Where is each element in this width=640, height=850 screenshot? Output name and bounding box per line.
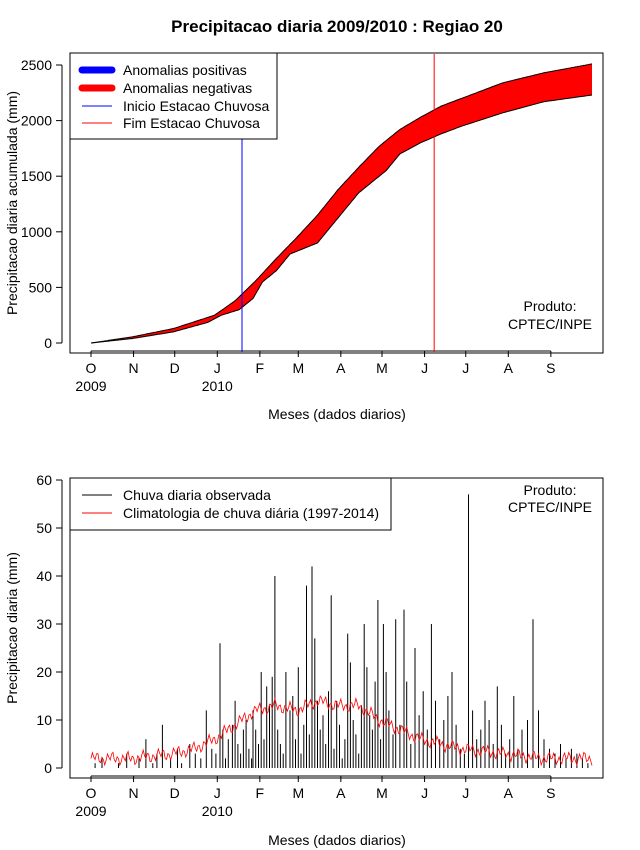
top-y-tick-label: 500 <box>29 279 53 295</box>
climatology-cumulative-line <box>90 63 593 344</box>
bottom-year-label: 2010 <box>202 803 233 819</box>
legend-label-fim-estacao: Fim Estacao Chuvosa <box>123 115 260 131</box>
top-plot: 0 500 1000 1500 2000 2500 O N D J F M A M J J A S 2009 2010 <box>21 54 593 394</box>
bottom-plot: 0 10 20 30 40 50 60 O N D J F M A M J J A S 2009 2010 <box>36 472 593 819</box>
top-plot-frame <box>69 52 604 354</box>
bottom-year-label: 2009 <box>75 803 106 819</box>
bottom-legend: Chuva diaria observada Climatologia de c… <box>69 477 392 531</box>
legend-label-chuva-observada: Chuva diaria observada <box>123 487 271 503</box>
legend-label-anomalias-positivas: Anomalias positivas <box>123 62 247 78</box>
bottom-y-tick-label: 10 <box>36 712 52 728</box>
bottom-x-tick-label: A <box>336 785 346 801</box>
legend-label-anomalias-negativas: Anomalias negativas <box>123 80 252 96</box>
top-x-tick-label: A <box>336 360 346 376</box>
observed-cumulative-line <box>90 94 593 344</box>
bottom-y-tick-label: 50 <box>36 520 52 536</box>
climatology-daily-line <box>90 694 593 767</box>
bottom-x-tick-label: M <box>376 785 388 801</box>
top-x-tick-label: J <box>421 360 428 376</box>
bottom-x-tick-label: J <box>214 785 221 801</box>
top-y-tick-label: 1000 <box>21 224 52 240</box>
bottom-x-tick-label: A <box>504 785 514 801</box>
bottom-y-tick-label: 60 <box>36 472 52 488</box>
bottom-y-tick-label: 40 <box>36 568 52 584</box>
legend-label-climatologia: Climatologia de chuva diária (1997-2014) <box>123 505 379 521</box>
bottom-x-tick-label: S <box>546 785 555 801</box>
chart-title: Precipitacao diaria 2009/2010 : Regiao 2… <box>171 17 503 36</box>
top-legend: Anomalias positivas Anomalias negativas … <box>69 52 278 140</box>
top-credit-line2: CPTEC/INPE <box>508 316 592 332</box>
anomalias-negativas-area <box>91 63 592 344</box>
bottom-y-axis-label: Precipitacao diaria (mm) <box>4 552 20 704</box>
bottom-x-tick-label: J <box>421 785 428 801</box>
top-x-tick-label: S <box>546 360 555 376</box>
top-year-label: 2009 <box>75 378 106 394</box>
bottom-y-tick-label: 20 <box>36 664 52 680</box>
top-x-tick-label: J <box>462 360 469 376</box>
top-x-tick-label: D <box>170 360 180 376</box>
top-x-axis-label: Meses (dados diarios) <box>268 406 406 422</box>
bottom-x-tick-label: D <box>170 785 180 801</box>
top-x-tick-label: J <box>214 360 221 376</box>
top-year-label: 2010 <box>202 378 233 394</box>
top-y-tick-label: 0 <box>44 335 52 351</box>
top-x-tick-label: A <box>504 360 514 376</box>
bottom-x-tick-label: J <box>462 785 469 801</box>
top-y-axis-label: Precipitacao diaria acumulada (mm) <box>4 91 20 315</box>
legend-label-inicio-estacao: Inicio Estacao Chuvosa <box>123 98 270 114</box>
top-y-tick-label: 1500 <box>21 168 52 184</box>
bottom-y-tick-label: 0 <box>44 760 52 776</box>
bottom-y-tick-label: 30 <box>36 616 52 632</box>
bottom-credit-line1: Produto: <box>524 482 577 498</box>
bottom-credit-line2: CPTEC/INPE <box>508 499 592 515</box>
top-y-tick-label: 2500 <box>21 57 52 73</box>
bottom-legend-box <box>69 477 392 531</box>
bottom-x-tick-label: M <box>292 785 304 801</box>
bottom-x-axis-label: Meses (dados diarios) <box>268 832 406 848</box>
top-x-tick-label: M <box>292 360 304 376</box>
top-x-tick-label: F <box>256 360 265 376</box>
top-y-tick-label: 2000 <box>21 113 52 129</box>
bottom-x-tick-label: O <box>86 785 97 801</box>
bottom-x-tick-label: N <box>128 785 138 801</box>
top-x-tick-label: N <box>128 360 138 376</box>
top-credit-line1: Produto: <box>524 298 577 314</box>
top-x-tick-label: M <box>376 360 388 376</box>
top-x-tick-label: O <box>86 360 97 376</box>
bottom-x-tick-label: F <box>256 785 265 801</box>
